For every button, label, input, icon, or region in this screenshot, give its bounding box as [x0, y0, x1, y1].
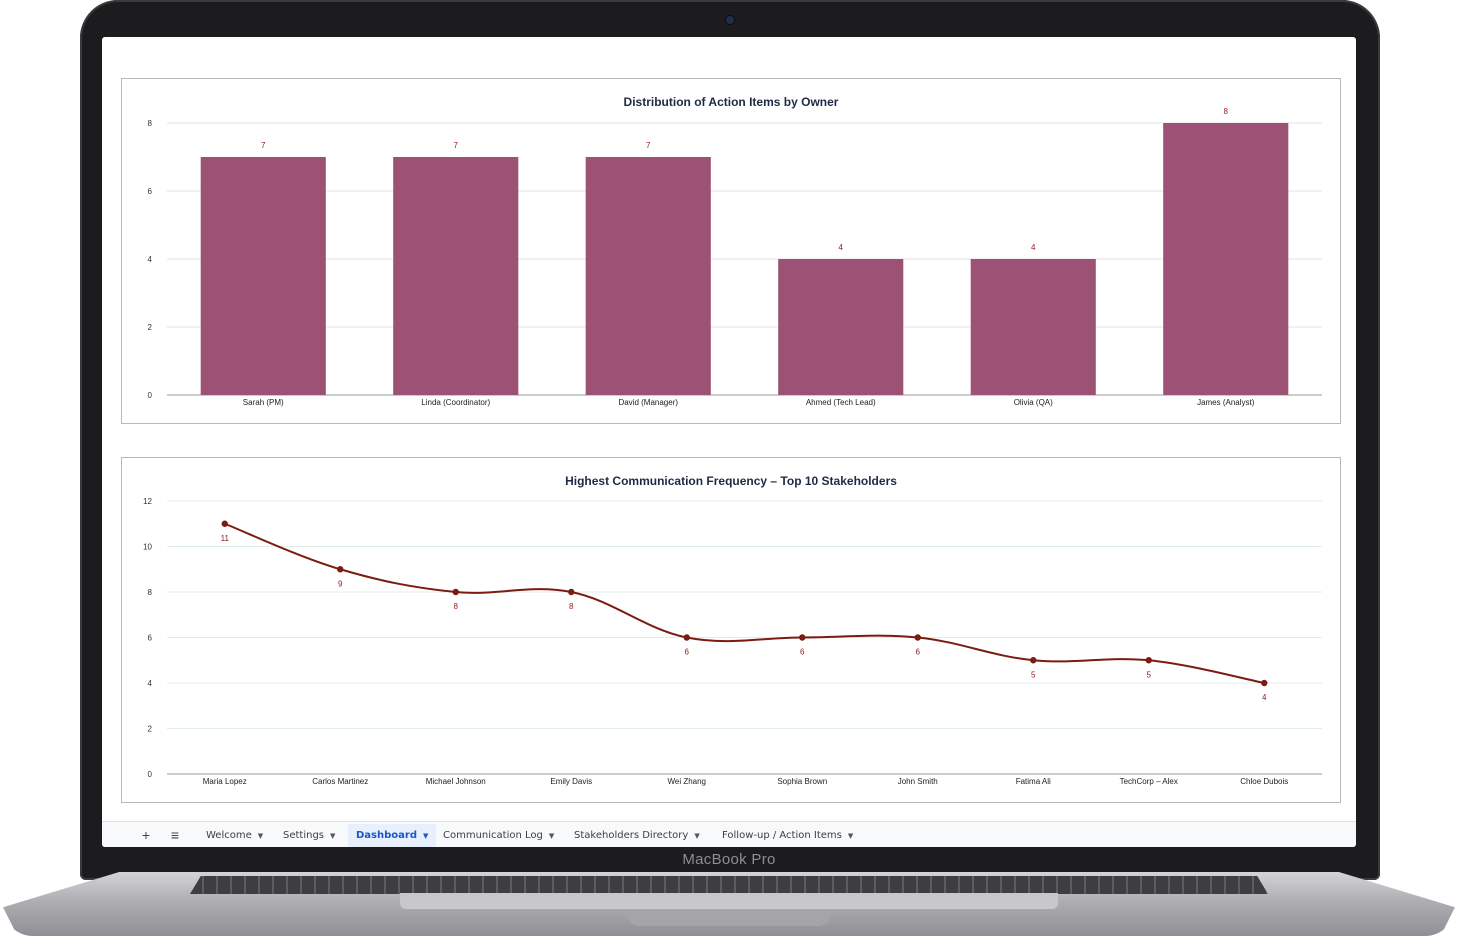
- data-point: [452, 588, 459, 596]
- bar: [393, 157, 519, 395]
- line-chart-panel[interactable]: Highest Communication Frequency – Top 10…: [121, 457, 1341, 803]
- x-tick-label: Maria Lopez: [203, 777, 247, 786]
- x-tick-label: Emily Davis: [550, 777, 592, 786]
- tab-stakeholders-directory[interactable]: Stakeholders Directory ▼: [566, 824, 708, 847]
- line-chart-title: Highest Communication Frequency – Top 10…: [565, 474, 897, 488]
- tab-dashboard[interactable]: Dashboard ▼: [348, 824, 437, 847]
- data-point: [221, 520, 228, 527]
- brand-label: MacBook Pro: [682, 851, 776, 868]
- x-tick-label: Michael Johnson: [426, 777, 486, 786]
- caret-down-icon[interactable]: ▼: [330, 832, 336, 840]
- point-data-label: 5: [1147, 670, 1152, 679]
- caret-down-icon[interactable]: ▼: [694, 832, 700, 840]
- y-tick-label: 8: [148, 588, 153, 597]
- point-data-label: 8: [454, 602, 459, 611]
- lid-notch: [626, 912, 832, 926]
- data-point: [1261, 679, 1268, 687]
- x-tick-label: John Smith: [898, 777, 938, 786]
- data-point: [1145, 657, 1152, 664]
- y-tick-label: 0: [148, 391, 153, 400]
- x-tick-label: Carlos Martinez: [312, 777, 368, 786]
- data-point: [337, 566, 344, 573]
- menu-icon[interactable]: ≡: [170, 827, 180, 843]
- x-tick-label: Chloe Dubois: [1240, 777, 1288, 786]
- data-point: [683, 634, 690, 641]
- x-tick-label: TechCorp – Alex: [1120, 777, 1178, 786]
- data-point: [568, 588, 575, 596]
- bar-data-label: 7: [261, 141, 266, 150]
- bar-chart-title: Distribution of Action Items by Owner: [623, 95, 839, 109]
- keyboard: [190, 876, 1268, 894]
- x-tick-label: Ahmed (Tech Lead): [806, 398, 876, 407]
- point-data-label: 6: [685, 648, 690, 657]
- tab-settings[interactable]: Settings ▼: [275, 824, 343, 847]
- tab-communication-log[interactable]: Communication Log ▼: [435, 824, 562, 847]
- bar: [778, 259, 904, 395]
- tab-label: Dashboard: [356, 830, 417, 841]
- y-tick-label: 6: [148, 187, 153, 196]
- bar-data-label: 7: [646, 141, 651, 150]
- y-tick-label: 6: [148, 634, 153, 643]
- data-point: [914, 634, 921, 641]
- tab-welcome[interactable]: Welcome ▼: [198, 824, 271, 847]
- x-tick-label: Linda (Coordinator): [421, 398, 490, 407]
- x-tick-label: Wei Zhang: [667, 777, 706, 786]
- y-tick-label: 4: [148, 679, 153, 688]
- bar: [1163, 123, 1289, 395]
- y-tick-label: 4: [148, 255, 153, 264]
- x-tick-label: Sarah (PM): [243, 398, 284, 407]
- line-chart: 0 2 4 6 8 10 12 11 Maria Lopez 9 Carlos Martinez 8 M…: [143, 497, 1322, 786]
- y-tick-label: 2: [148, 725, 153, 734]
- bar: [585, 157, 711, 395]
- bar-chart: 0 2 4 6 8 7 Sarah (PM) 7 Linda (Coordinator) 7 Dav…: [148, 107, 1322, 407]
- bar-data-label: 4: [1031, 243, 1036, 252]
- point-data-label: 8: [569, 602, 574, 611]
- series-line: [224, 522, 1265, 684]
- tab-label: Settings: [283, 830, 325, 841]
- point-data-label: 11: [221, 534, 230, 543]
- bar-data-label: 7: [454, 141, 459, 150]
- caret-down-icon[interactable]: ▼: [548, 832, 555, 840]
- bar: [970, 259, 1096, 395]
- caret-down-icon[interactable]: ▼: [423, 832, 429, 840]
- x-tick-label: Olivia (QA): [1014, 398, 1053, 407]
- tab-label: Stakeholders Directory: [574, 830, 689, 841]
- caret-down-icon[interactable]: ▼: [847, 832, 854, 840]
- bar: [200, 157, 326, 395]
- bar-data-label: 4: [839, 243, 844, 252]
- bar-data-label: 8: [1224, 107, 1229, 116]
- data-point: [1030, 657, 1037, 664]
- bar-chart-panel[interactable]: Distribution of Action Items by Owner 0 2…: [121, 78, 1341, 424]
- point-data-label: 9: [338, 579, 343, 588]
- x-tick-label: Fatima Ali: [1016, 777, 1051, 786]
- data-point: [799, 634, 806, 641]
- tab-label: Follow-up / Action Items: [722, 830, 842, 841]
- tab-label: Welcome: [206, 830, 252, 841]
- tab-follow-up-action-items[interactable]: Follow-up / Action Items ▼: [714, 824, 861, 847]
- camera-icon: [726, 16, 734, 24]
- point-data-label: 6: [800, 648, 805, 657]
- point-data-label: 6: [916, 648, 921, 657]
- point-data-label: 4: [1262, 693, 1267, 702]
- y-tick-label: 12: [143, 497, 152, 506]
- x-tick-label: Sophia Brown: [777, 777, 827, 786]
- y-tick-label: 8: [148, 119, 153, 128]
- x-tick-label: David (Manager): [618, 398, 678, 407]
- trackpad: [400, 893, 1058, 909]
- tab-label: Communication Log: [443, 830, 543, 841]
- sheet-tab-bar: + ≡ Welcome ▼ Settings ▼ Dashboard ▼ Communica…: [102, 821, 1356, 847]
- x-tick-label: James (Analyst): [1197, 398, 1255, 407]
- spreadsheet-screen: Distribution of Action Items by Owner 0 2…: [102, 37, 1356, 847]
- point-data-label: 5: [1031, 670, 1036, 679]
- y-tick-label: 10: [143, 543, 152, 552]
- caret-down-icon[interactable]: ▼: [257, 832, 264, 840]
- plus-icon[interactable]: +: [141, 827, 151, 843]
- y-tick-label: 2: [148, 323, 153, 332]
- y-tick-label: 0: [148, 770, 153, 779]
